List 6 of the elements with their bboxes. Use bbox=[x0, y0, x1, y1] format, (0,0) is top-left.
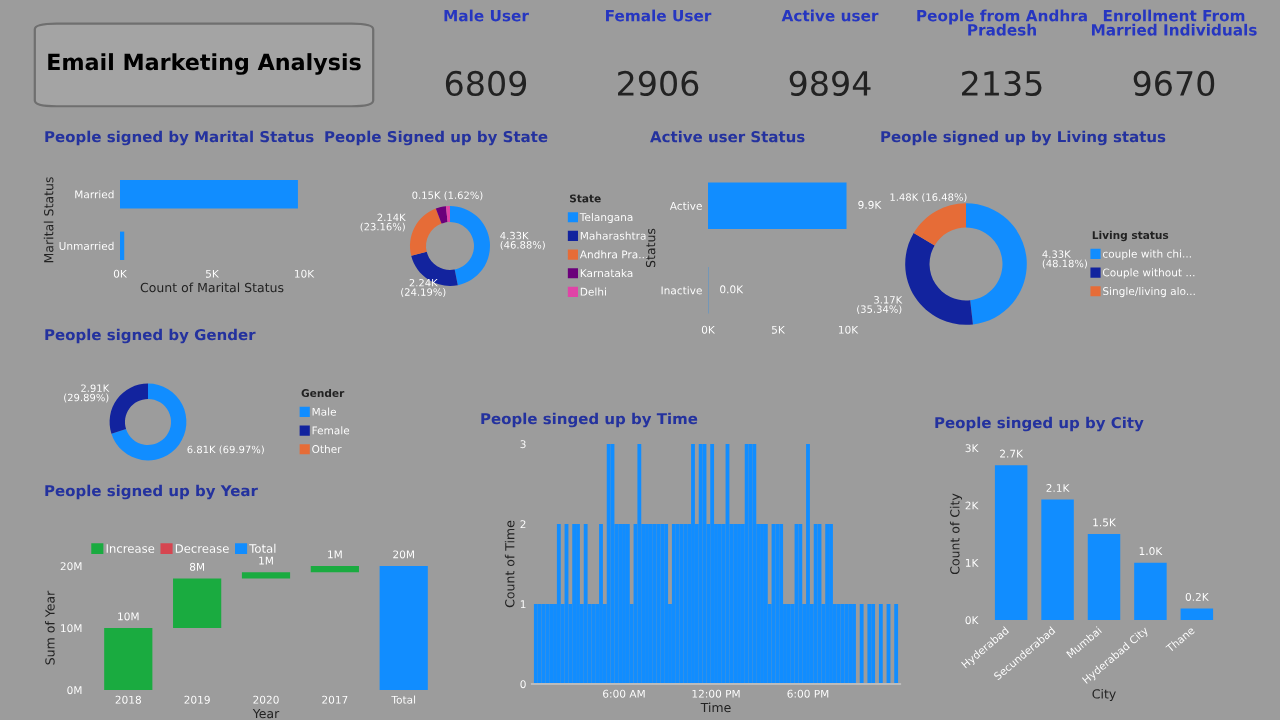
data-label: 9894 bbox=[789, 70, 871, 97]
data-label: 6809 bbox=[445, 70, 527, 97]
text: Email Marketing Analysis bbox=[48, 53, 361, 75]
data-label: 9670 bbox=[1133, 70, 1215, 97]
data-label: 2135 bbox=[962, 70, 1042, 97]
data-label: 2906 bbox=[618, 70, 699, 97]
